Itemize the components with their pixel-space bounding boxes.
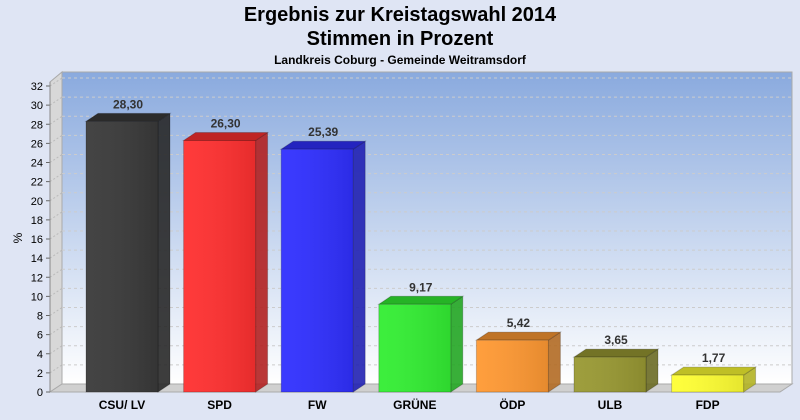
gridline-side	[49, 230, 63, 240]
bar-shade	[378, 304, 451, 392]
x-tick-label: ÖDP	[499, 397, 525, 412]
gridline-side	[49, 287, 63, 297]
bar-shade	[183, 140, 256, 392]
y-tick-label: 24	[31, 158, 43, 170]
bar-shade	[671, 375, 744, 392]
gridline-side	[49, 77, 63, 87]
bar-side	[450, 295, 464, 393]
gridline-side	[49, 364, 63, 374]
bar-shade	[86, 121, 158, 392]
y-tick-label: 10	[31, 291, 43, 303]
gridline-side	[49, 326, 63, 336]
gridline-side	[49, 134, 63, 144]
bar-side	[547, 331, 561, 393]
y-tick-label: 2	[37, 368, 43, 380]
bar-top	[181, 132, 270, 142]
y-tick-label: 6	[37, 330, 43, 342]
data-label: 3,65	[604, 333, 628, 347]
data-label: 28,30	[113, 97, 143, 111]
bar-top	[279, 140, 367, 150]
y-axis-label: %	[11, 232, 25, 243]
y-tick-label: 22	[31, 177, 43, 189]
bar-side	[255, 131, 269, 393]
y-tick-label: 12	[31, 272, 43, 284]
bar-group	[181, 131, 270, 393]
y-tick-label: 18	[31, 215, 43, 227]
chart-subtitle: Landkreis Coburg - Gemeinde Weitramsdorf	[274, 53, 526, 67]
y-tick-label: 30	[31, 100, 43, 112]
bar-shade	[476, 340, 549, 392]
bar-top	[474, 331, 563, 341]
gridline-side	[49, 345, 63, 355]
gridline-side	[49, 211, 63, 221]
y-tick-label: 32	[31, 81, 43, 93]
data-label: 26,30	[211, 117, 241, 131]
data-label: 9,17	[409, 280, 433, 294]
y-tick-label: 20	[31, 196, 43, 208]
y-tick-label: 14	[31, 253, 43, 265]
data-label: 5,42	[507, 316, 531, 330]
y-tick-label: 26	[31, 138, 43, 150]
x-tick-label: GRÜNE	[393, 397, 436, 412]
x-tick-label: SPD	[207, 398, 232, 412]
bar-group	[377, 295, 465, 393]
x-tick-label: CSU/ LV	[99, 398, 145, 412]
y-tick-label: 16	[31, 234, 43, 246]
bar-group	[572, 348, 660, 393]
bar-top	[669, 366, 758, 376]
x-tick-label: FW	[308, 398, 327, 412]
y-tick-label: 0	[37, 387, 43, 399]
bar-group	[474, 331, 563, 393]
gridline-side	[49, 115, 63, 125]
y-tick-label: 8	[37, 311, 43, 323]
bar-shade	[281, 149, 354, 392]
bar-group	[84, 112, 172, 393]
bar-group	[669, 366, 758, 393]
bar-group	[279, 140, 367, 393]
data-label: 1,77	[702, 351, 726, 365]
gridline-side	[49, 249, 63, 259]
y-tick-label: 28	[31, 119, 43, 131]
gridline-side	[49, 307, 63, 316]
gridline-side	[49, 173, 63, 183]
gridline-side	[49, 96, 63, 106]
x-tick-label: ULB	[598, 398, 623, 412]
gridline-side	[49, 154, 63, 163]
bar-side	[352, 140, 366, 393]
chart-title: Ergebnis zur Kreistagswahl 2014	[243, 4, 557, 26]
x-tick-label: FDP	[696, 398, 720, 412]
bar-top	[572, 348, 660, 358]
gridline-side	[49, 192, 63, 202]
y-tick-label: 4	[37, 349, 43, 361]
bar-top	[84, 112, 172, 122]
bar-side	[157, 112, 171, 393]
gridline-side	[49, 268, 63, 278]
bar-shade	[574, 357, 646, 392]
chart-title-2: Stimmen in Prozent	[306, 28, 494, 50]
bar-top	[377, 295, 465, 305]
data-label: 25,39	[308, 125, 338, 139]
